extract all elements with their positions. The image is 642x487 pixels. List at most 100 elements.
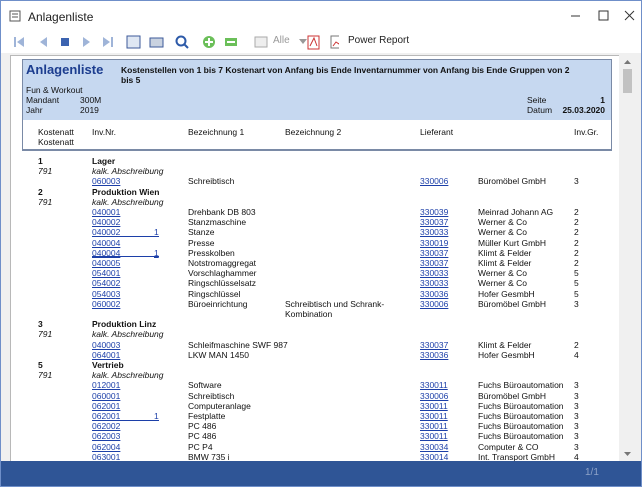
- lieferant-nr[interactable]: 330037: [420, 217, 449, 228]
- bezeichnung-1: BMW 735 i: [188, 451, 230, 462]
- lieferant: Computer & CO: [478, 441, 539, 452]
- inv-nr[interactable]: 040005: [92, 258, 121, 268]
- bezeichnung-1: Ringschlüssel: [188, 288, 241, 299]
- inv-nr[interactable]: 062003: [92, 431, 121, 442]
- inv-nr[interactable]: 064001: [92, 349, 121, 360]
- inv-nr[interactable]: 062001: [92, 400, 121, 411]
- bezeichnung-1: LKW MAN 1450: [188, 349, 249, 360]
- seite: 1: [600, 95, 605, 105]
- inv-nr[interactable]: 012001: [92, 380, 121, 391]
- lieferant-nr[interactable]: 330019: [420, 237, 449, 248]
- criteria: Kostenstellen von 1 bis 7 Kostenart von …: [121, 65, 570, 85]
- lieferant: Klimt & Felder: [478, 339, 532, 350]
- lieferant: Meinrad Johann AG: [478, 207, 554, 217]
- inv-nr[interactable]: 040002: [92, 217, 121, 228]
- lieferant-nr[interactable]: 330033: [420, 227, 449, 238]
- lieferant-nr[interactable]: 330011: [420, 431, 448, 442]
- lieferant-nr[interactable]: 330034: [420, 441, 449, 452]
- lieferant-nr[interactable]: 330036: [420, 288, 449, 299]
- kst-name: Vertrieb: [92, 360, 124, 370]
- bezeichnung-2: Schreibtisch und Schrank-Kombination: [285, 298, 385, 319]
- filter-dropdown[interactable]: Alle: [273, 35, 290, 46]
- lieferant-nr[interactable]: 330006: [420, 390, 449, 401]
- company: Fun & Workout: [26, 85, 83, 95]
- lieferant-nr[interactable]: 330011: [420, 380, 448, 391]
- inv-nr[interactable]: 040003: [92, 339, 121, 350]
- inv-nr[interactable]: 060003: [92, 176, 121, 187]
- lieferant-nr[interactable]: 330011: [420, 421, 448, 432]
- jahr: 2019: [80, 105, 99, 115]
- inv-nr[interactable]: 040004: [92, 237, 121, 248]
- inv-nr[interactable]: 060001: [92, 390, 121, 401]
- lieferant-nr[interactable]: 330006: [420, 298, 449, 309]
- inv-gruppe: 3: [574, 400, 579, 411]
- inv-gruppe: 5: [574, 288, 579, 299]
- bezeichnung-1: Stanze: [188, 227, 215, 238]
- scrollbar[interactable]: [619, 55, 636, 461]
- inv-nr[interactable]: 054002: [92, 278, 121, 289]
- lieferant-nr[interactable]: 330011: [420, 400, 448, 411]
- inv-sub[interactable]: 1: [154, 227, 159, 238]
- header-band: [23, 60, 611, 120]
- inv-gruppe: 5: [574, 278, 579, 289]
- lieferant-nr[interactable]: 330037: [420, 247, 449, 258]
- kostenart: 791: [38, 370, 53, 381]
- toolbar: Alle Power Report: [1, 31, 641, 53]
- bezeichnung-1: Schleifmaschine SWF 987: [188, 339, 288, 350]
- inv-nr[interactable]: 062002: [92, 421, 121, 432]
- inv-gruppe: 2: [574, 247, 579, 258]
- inv-nr[interactable]: 062004: [92, 441, 121, 452]
- status-bar: 1/1: [1, 461, 641, 486]
- lieferant-nr[interactable]: 330037: [420, 258, 449, 268]
- inv-nr[interactable]: 054003: [92, 288, 121, 299]
- lieferant: Müller Kurt GmbH: [478, 237, 547, 248]
- col-kst: Kostenatt: [38, 127, 74, 137]
- inv-nr[interactable]: 054001: [92, 268, 121, 279]
- lieferant: Werner & Co: [478, 227, 527, 238]
- inv-nr[interactable]: 040001: [92, 207, 121, 217]
- lieferant-nr[interactable]: 330033: [420, 278, 449, 289]
- bezeichnung-1: Presskolben: [188, 247, 235, 258]
- bezeichnung-1: Büroeinrichtung: [188, 298, 248, 309]
- inv-gruppe: 3: [574, 390, 579, 401]
- lieferant-nr[interactable]: 330036: [420, 349, 449, 360]
- link-underline: [92, 235, 159, 237]
- lieferant-nr[interactable]: 330039: [420, 207, 449, 217]
- bezeichnung-1: PC 486: [188, 431, 217, 442]
- bezeichnung-1: Vorschlaghammer: [188, 268, 257, 279]
- page-indicator: 1/1: [585, 467, 599, 478]
- lieferant-nr[interactable]: 330037: [420, 339, 449, 350]
- bezeichnung-1: Ringschlüsselsatz: [188, 278, 257, 289]
- inv-gruppe: 3: [574, 176, 579, 187]
- inv-gruppe: 2: [574, 227, 579, 238]
- inv-sub[interactable]: 1: [154, 411, 159, 421]
- bezeichnung-1: Presse: [188, 237, 215, 248]
- lieferant-nr[interactable]: 330014: [420, 451, 449, 462]
- lieferant: Werner & Co: [478, 268, 527, 279]
- inv-nr[interactable]: 040002: [92, 227, 121, 238]
- kst-name: Lager: [92, 156, 116, 166]
- lieferant-nr[interactable]: 330006: [420, 176, 449, 187]
- window-controls[interactable]: [561, 7, 639, 25]
- bezeichnung-1: Schreibtisch: [188, 390, 235, 401]
- toolbar-icons[interactable]: [9, 33, 339, 51]
- inv-nr[interactable]: 062001: [92, 411, 121, 421]
- lieferant-nr[interactable]: 330011: [420, 411, 448, 421]
- inv-gruppe: 3: [574, 411, 579, 421]
- lieferant: Fuchs Büroautomation: [478, 411, 564, 421]
- inv-nr[interactable]: 060002: [92, 298, 121, 309]
- inv-nr[interactable]: 063001: [92, 451, 121, 462]
- lieferant: Klimt & Felder: [478, 247, 532, 258]
- power-report-button[interactable]: Power Report: [348, 35, 410, 46]
- title-bar: Anlagenliste: [1, 1, 641, 31]
- report-view: Anlagenliste Kostenstellen von 1 bis 7 K…: [10, 55, 620, 463]
- col-kst2: Kostenatt: [38, 137, 74, 147]
- lieferant-nr[interactable]: 330033: [420, 268, 449, 279]
- inv-sub[interactable]: 1: [154, 247, 159, 258]
- inv-gruppe: 4: [574, 349, 579, 360]
- inv-gruppe: 3: [574, 298, 579, 309]
- lieferant: Hofer GesmbH: [478, 349, 535, 360]
- kostenart-name: kalk. Abschreibung: [92, 166, 164, 177]
- inv-nr[interactable]: 040004: [92, 247, 121, 258]
